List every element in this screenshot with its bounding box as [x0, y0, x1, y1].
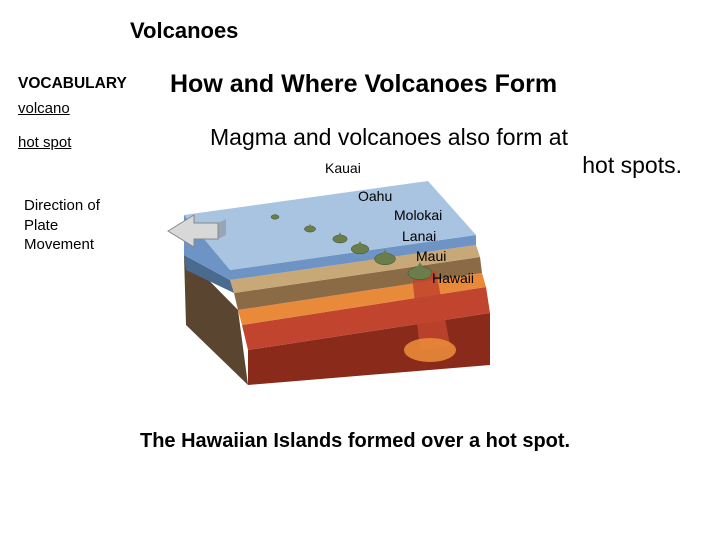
- island-label-kauai: Kauai: [325, 160, 361, 176]
- body-text-line-1: Magma and volcanoes also form at: [210, 124, 568, 151]
- section-heading: How and Where Volcanoes Form: [170, 70, 557, 99]
- island-label-oahu: Oahu: [358, 188, 392, 204]
- footer-statement: The Hawaiian Islands formed over a hot s…: [140, 430, 570, 453]
- vocabulary-header: VOCABULARY: [18, 75, 127, 93]
- vocab-term-hot-spot: hot spot: [18, 134, 71, 151]
- vocab-term-volcano: volcano: [18, 100, 70, 117]
- island-label-molokai: Molokai: [394, 207, 442, 223]
- caption-line-2: Plate: [24, 217, 58, 234]
- island-label-maui: Maui: [416, 248, 446, 264]
- body-text-line-2: hot spots.: [582, 152, 682, 179]
- diagram-caption: Direction of Plate Movement: [24, 196, 100, 255]
- island-label-lanai: Lanai: [402, 228, 436, 244]
- page-title: Volcanoes: [130, 18, 238, 44]
- caption-line-1: Direction of: [24, 197, 100, 214]
- island-label-hawaii: Hawaii: [432, 270, 474, 286]
- caption-line-3: Movement: [24, 236, 94, 253]
